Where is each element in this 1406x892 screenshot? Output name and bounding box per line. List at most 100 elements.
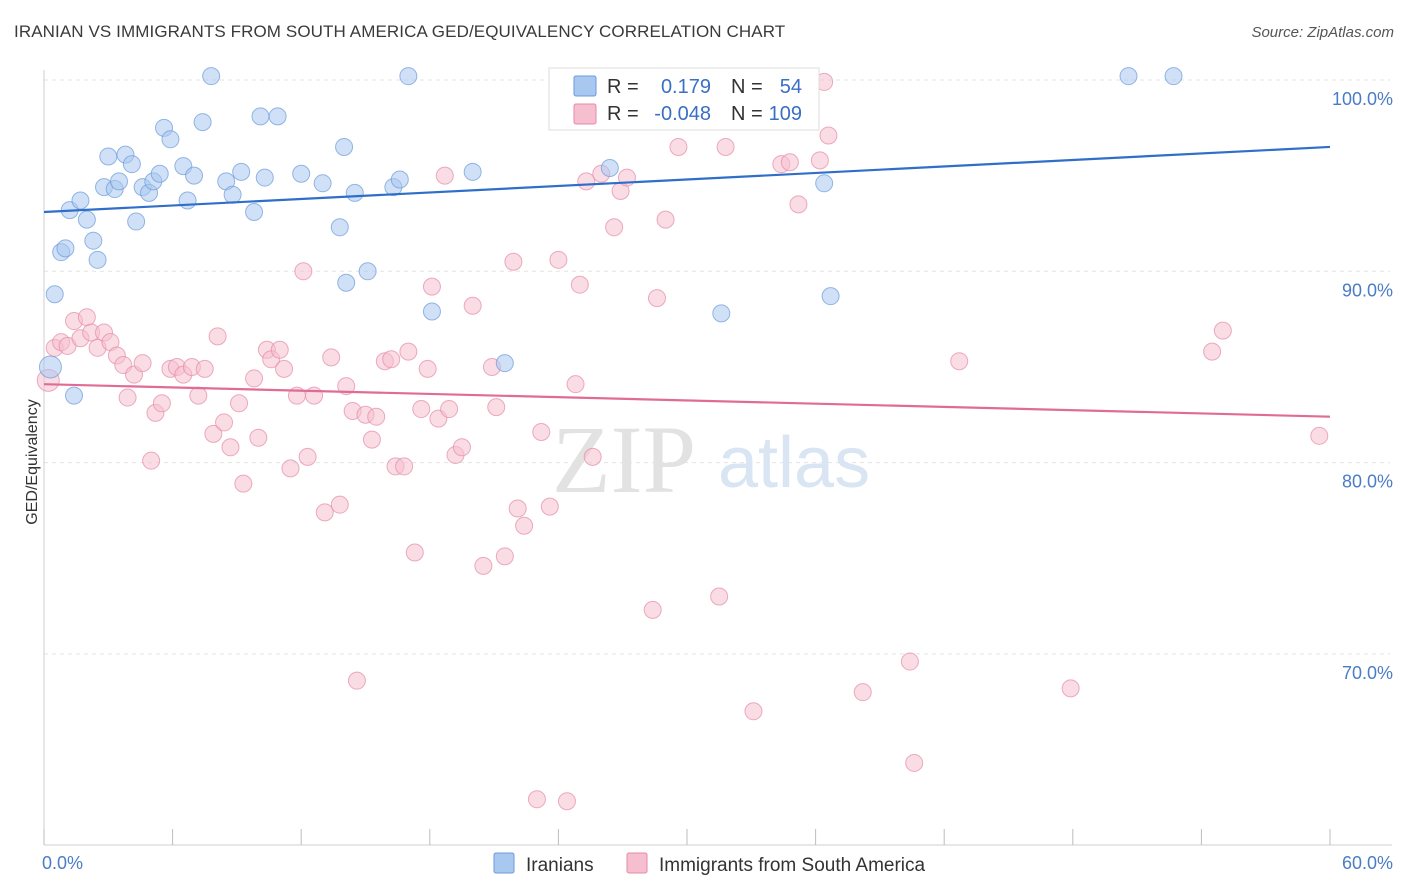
immigrants-point-42: [315, 503, 334, 522]
iranians-point-15: [122, 155, 141, 174]
y-tick-label-2: 80.0%: [1342, 472, 1393, 492]
immigrants-point-103: [1061, 679, 1080, 698]
legend-n-label-1: N =: [731, 76, 763, 98]
immigrants-point-68: [487, 398, 506, 417]
immigrants-point-98: [819, 126, 838, 145]
immigrants-point-71: [508, 499, 527, 518]
immigrants-point-39: [294, 262, 313, 281]
immigrants-point-102: [950, 352, 969, 371]
iranians-point-54: [1164, 67, 1183, 86]
iranians-point-26: [193, 113, 212, 132]
immigrants-point-76: [549, 250, 568, 269]
immigrants-point-92: [744, 702, 763, 721]
iranians-point-45: [422, 302, 441, 321]
bottom-legend: Iranians Immigrants from South America: [493, 852, 926, 876]
iranians-point-11: [99, 147, 118, 166]
iranians-point-52: [821, 287, 840, 306]
immigrants-point-61: [435, 166, 454, 185]
immigrants-point-15: [133, 354, 152, 373]
immigrants-point-87: [647, 289, 666, 308]
series-immigrants-points: [36, 72, 1329, 811]
iranians-point-38: [335, 137, 354, 156]
legend-r-value-2: -0.048: [654, 103, 711, 125]
iranians-point-3: [56, 239, 75, 258]
iranians-point-5: [65, 386, 84, 405]
bottom-legend-swatch-immigrants: [626, 852, 648, 874]
immigrants-point-75: [540, 497, 559, 516]
immigrants-point-83: [605, 218, 624, 237]
legend-swatch-immigrants: [573, 103, 597, 125]
immigrants-point-36: [275, 359, 294, 378]
iranians-point-6: [71, 191, 90, 210]
immigrants-point-74: [532, 422, 551, 441]
immigrants-point-43: [322, 348, 341, 367]
immigrants-point-18: [152, 394, 171, 413]
immigrants-point-66: [474, 556, 493, 575]
bottom-legend-label-immigrants: Immigrants from South America: [659, 855, 926, 876]
immigrants-point-81: [583, 447, 602, 466]
iranians-point-36: [313, 174, 332, 193]
immigrants-point-40: [298, 447, 317, 466]
immigrants-point-30: [234, 474, 253, 493]
immigrants-point-27: [215, 413, 234, 432]
iranians-point-8: [84, 231, 103, 250]
iranians-point-40: [345, 183, 364, 202]
chart-title: IRANIAN VS IMMIGRANTS FROM SOUTH AMERICA…: [14, 22, 786, 41]
iranians-point-20: [150, 164, 169, 183]
bottom-legend-label-iranians: Iranians: [526, 855, 594, 876]
immigrants-point-73: [527, 790, 546, 809]
series-iranians-points: [38, 67, 1183, 405]
legend-r-label-2: R =: [607, 103, 639, 125]
iranians-point-49: [712, 304, 731, 323]
immigrants-point-44: [330, 495, 349, 514]
iranians-point-7: [77, 210, 96, 229]
iranians-point-44: [399, 67, 418, 86]
tick-labels: 100.0% 90.0% 80.0% 70.0% 0.0% 60.0%: [42, 89, 1393, 873]
immigrants-point-13: [118, 388, 137, 407]
immigrants-point-58: [418, 359, 437, 378]
iranians-point-33: [255, 168, 274, 187]
immigrants-point-77: [557, 792, 576, 811]
iranians-point-1: [45, 285, 64, 304]
legend-swatch-iranians: [573, 75, 597, 97]
immigrants-point-88: [656, 210, 675, 229]
immigrants-point-105: [1213, 321, 1232, 340]
immigrants-point-29: [230, 394, 249, 413]
immigrants-point-52: [382, 350, 401, 369]
immigrants-point-6: [77, 308, 96, 327]
iranians-point-13: [110, 172, 129, 191]
iranians-point-29: [223, 185, 242, 204]
x-tick-label-0: 0.0%: [42, 853, 83, 873]
immigrants-point-56: [405, 543, 424, 562]
iranians-point-43: [390, 170, 409, 189]
immigrants-point-62: [440, 400, 459, 419]
immigrants-point-79: [570, 275, 589, 294]
immigrants-point-80: [577, 172, 596, 191]
iranians-point-9: [88, 250, 107, 269]
iranians-point-34: [268, 107, 287, 126]
immigrants-point-35: [270, 340, 289, 359]
iranians-point-22: [161, 130, 180, 149]
immigrants-point-47: [347, 671, 366, 690]
iranians-point-39: [337, 273, 356, 292]
immigrants-point-104: [1203, 342, 1222, 361]
immigrants-point-86: [643, 600, 662, 619]
immigrants-point-69: [495, 547, 514, 566]
y-tick-label-3: 70.0%: [1342, 663, 1393, 683]
y-tick-label-0: 100.0%: [1332, 89, 1393, 109]
legend-n-value-1: 54: [780, 76, 802, 98]
iranians-point-41: [358, 262, 377, 281]
immigrants-point-91: [716, 137, 735, 156]
immigrants-point-72: [515, 516, 534, 535]
y-axis-label: GED/Equivalency: [24, 399, 41, 524]
immigrants-point-106: [1310, 426, 1329, 445]
legend-r-label-1: R =: [607, 76, 639, 98]
source-label: Source: ZipAtlas.com: [1251, 24, 1394, 41]
immigrants-point-99: [853, 683, 872, 702]
watermark: ZIP atlas: [552, 406, 870, 513]
immigrants-point-45: [337, 377, 356, 396]
immigrants-trend-line: [43, 383, 1331, 418]
immigrants-point-50: [367, 407, 386, 426]
immigrants-point-89: [669, 137, 688, 156]
